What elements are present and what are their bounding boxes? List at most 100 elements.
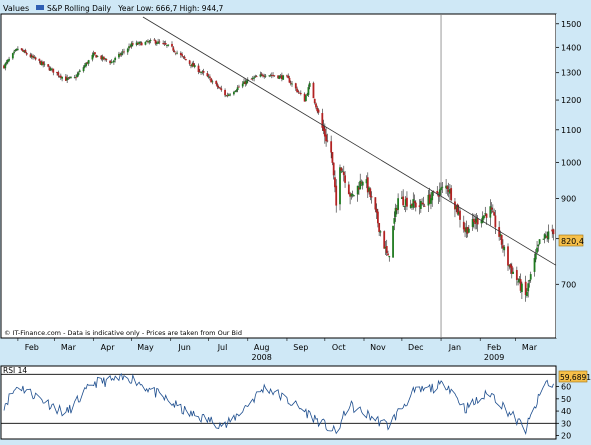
- candle: [339, 164, 341, 211]
- candle: [126, 47, 129, 55]
- candle: [534, 249, 537, 263]
- candle: [166, 44, 168, 48]
- rsi-line: [3, 373, 554, 435]
- candle: [211, 79, 214, 85]
- candle: [289, 80, 292, 86]
- candle: [446, 185, 449, 196]
- candle: [118, 51, 120, 60]
- candle: [226, 92, 229, 98]
- rsi-last-value: 59,6891: [560, 373, 591, 382]
- candle: [493, 208, 496, 216]
- candle: [544, 231, 547, 239]
- candle: [5, 59, 8, 66]
- candle: [551, 224, 554, 238]
- candle: [510, 262, 513, 279]
- candle: [272, 72, 274, 78]
- candle: [6, 58, 9, 65]
- candle: [264, 73, 267, 78]
- candle: [11, 52, 14, 60]
- candle: [147, 39, 149, 44]
- candle: [102, 56, 105, 61]
- candle: [201, 70, 204, 75]
- candle: [193, 63, 196, 69]
- candle: [317, 108, 320, 115]
- candle: [277, 75, 280, 79]
- price-tick-label: 1200: [561, 96, 581, 105]
- candle: [431, 190, 434, 207]
- candle: [359, 173, 362, 190]
- candle: [191, 61, 194, 68]
- candle: [241, 81, 244, 89]
- candle: [358, 182, 360, 195]
- candle: [428, 187, 431, 205]
- candle: [307, 84, 310, 97]
- candle: [192, 60, 195, 67]
- candle: [485, 213, 488, 225]
- candle: [315, 102, 317, 110]
- candle: [441, 182, 444, 194]
- month-tick-label: Jul: [217, 343, 228, 352]
- price-tick-label: 700: [561, 280, 576, 289]
- month-tick-label: Apr: [101, 343, 116, 352]
- candle: [171, 41, 173, 48]
- candle: [268, 75, 271, 78]
- candle: [188, 59, 191, 66]
- date-axis: Feb Mar Apr May Jun Jul Aug Sep Oct Nov Dec Jan Feb M…: [17, 338, 538, 362]
- candle: [138, 41, 141, 46]
- candle: [465, 220, 468, 239]
- candle: [341, 168, 344, 173]
- candle: [402, 189, 405, 207]
- candle: [464, 222, 466, 238]
- candle: [70, 75, 72, 79]
- candle: [297, 89, 300, 94]
- candle: [471, 213, 474, 231]
- candle: [157, 38, 160, 44]
- candle: [224, 88, 226, 98]
- candle: [83, 62, 86, 69]
- candle: [288, 75, 291, 83]
- candle: [286, 74, 288, 78]
- candle: [57, 70, 60, 78]
- candle: [119, 52, 122, 57]
- candle: [294, 82, 297, 91]
- rsi-tick-label: 60: [561, 383, 571, 392]
- candle: [153, 37, 156, 41]
- month-tick-label: Jan: [448, 343, 461, 352]
- candle: [529, 271, 532, 283]
- candle: [427, 190, 430, 213]
- candle: [23, 49, 26, 54]
- candle: [282, 74, 285, 80]
- candle: [234, 90, 237, 93]
- candle: [207, 74, 210, 79]
- rsi-label: RSI 14: [3, 366, 27, 375]
- candle: [490, 202, 493, 214]
- candle: [59, 73, 62, 80]
- candle: [421, 198, 424, 206]
- candle: [384, 240, 387, 255]
- candle: [182, 56, 185, 59]
- last-price-value: 820,4: [561, 237, 584, 246]
- candle: [30, 53, 33, 60]
- candle: [64, 73, 67, 81]
- candle: [110, 59, 113, 64]
- candle: [351, 190, 354, 198]
- candle: [325, 127, 328, 147]
- candle: [243, 78, 245, 85]
- candle: [158, 39, 161, 45]
- candle: [13, 49, 16, 55]
- candle: [322, 119, 325, 135]
- candle: [48, 65, 51, 72]
- candle: [184, 58, 187, 61]
- candle: [411, 203, 413, 211]
- candle: [480, 218, 483, 228]
- candle: [518, 276, 521, 284]
- candle: [49, 66, 52, 72]
- candle: [202, 68, 205, 76]
- candle: [112, 59, 115, 65]
- price-tick-label: 1100: [561, 126, 581, 135]
- candle: [400, 190, 403, 200]
- candle: [73, 74, 76, 79]
- candle: [164, 40, 167, 46]
- candle: [25, 51, 28, 56]
- price-tick-label: 900: [561, 194, 576, 203]
